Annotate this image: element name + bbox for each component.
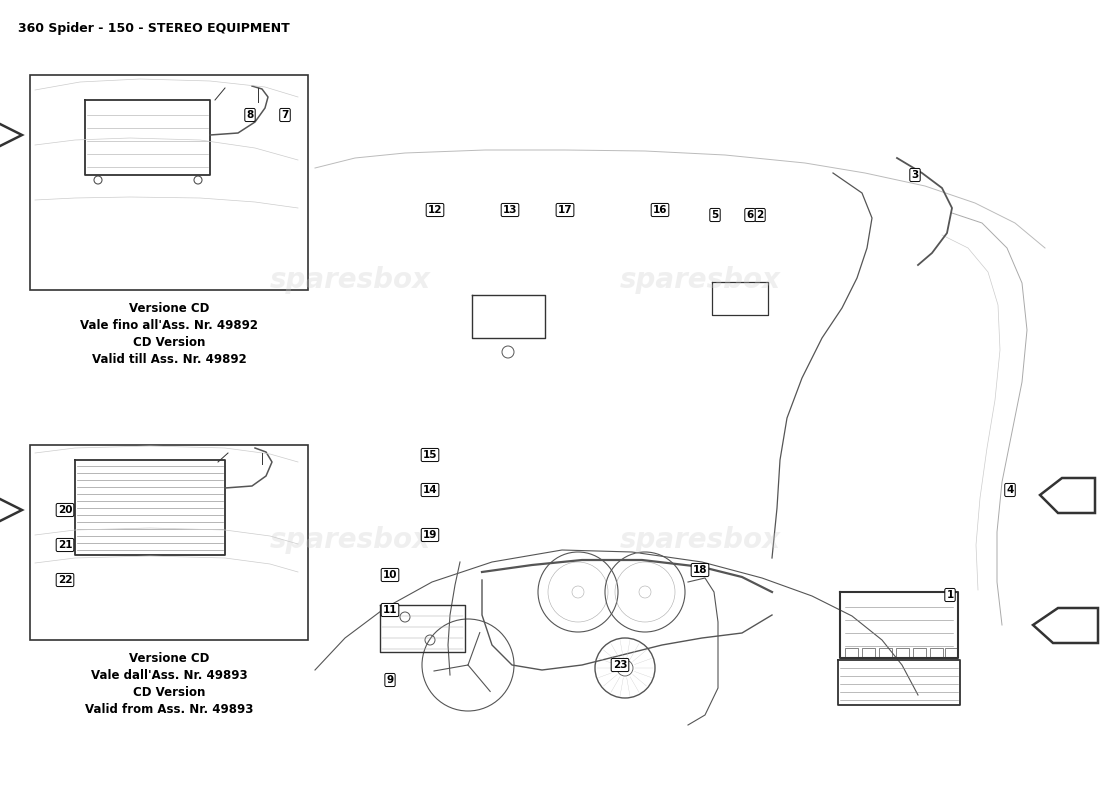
Text: sparesbox: sparesbox [270, 526, 430, 554]
Bar [896, 648, 909, 657]
Text: Valid till Ass. Nr. 49892: Valid till Ass. Nr. 49892 [91, 353, 246, 366]
Bar [945, 648, 958, 657]
Text: CD Version: CD Version [133, 336, 206, 349]
Text: 13: 13 [503, 205, 517, 215]
Text: 9: 9 [386, 675, 394, 685]
Bar [879, 648, 892, 657]
Text: 21: 21 [57, 540, 73, 550]
Text: 7: 7 [282, 110, 288, 120]
Polygon shape [0, 490, 22, 530]
Text: sparesbox: sparesbox [270, 266, 430, 294]
Text: 2: 2 [757, 210, 763, 220]
Text: 360 Spider - 150 - STEREO EQUIPMENT: 360 Spider - 150 - STEREO EQUIPMENT [18, 22, 289, 35]
Text: Versione CD: Versione CD [129, 652, 209, 665]
Text: 3: 3 [912, 170, 918, 180]
Text: 17: 17 [558, 205, 572, 215]
Text: 16: 16 [652, 205, 668, 215]
Text: CD Version: CD Version [133, 686, 206, 699]
Polygon shape [1033, 608, 1098, 643]
Text: Versione CD: Versione CD [129, 302, 209, 315]
Text: Valid from Ass. Nr. 49893: Valid from Ass. Nr. 49893 [85, 703, 253, 716]
Text: 22: 22 [57, 575, 73, 585]
Text: 12: 12 [428, 205, 442, 215]
Text: 4: 4 [1006, 485, 1014, 495]
Bar [913, 648, 926, 657]
Text: 1: 1 [946, 590, 954, 600]
Text: 5: 5 [712, 210, 718, 220]
Polygon shape [1040, 478, 1094, 513]
Text: 20: 20 [57, 505, 73, 515]
Bar [845, 648, 858, 657]
Bar [862, 648, 874, 657]
Polygon shape [0, 115, 22, 155]
Text: 10: 10 [383, 570, 397, 580]
Text: sparesbox: sparesbox [619, 526, 781, 554]
Bar [930, 648, 943, 657]
Text: 6: 6 [747, 210, 754, 220]
Text: sparesbox: sparesbox [619, 266, 781, 294]
Text: 11: 11 [383, 605, 397, 615]
Text: 18: 18 [693, 565, 707, 575]
Text: 14: 14 [422, 485, 438, 495]
Text: 15: 15 [422, 450, 438, 460]
Text: 23: 23 [613, 660, 627, 670]
Text: 19: 19 [422, 530, 437, 540]
Text: Vale fino all'Ass. Nr. 49892: Vale fino all'Ass. Nr. 49892 [80, 319, 258, 332]
Text: 8: 8 [246, 110, 254, 120]
Text: Vale dall'Ass. Nr. 49893: Vale dall'Ass. Nr. 49893 [90, 669, 248, 682]
